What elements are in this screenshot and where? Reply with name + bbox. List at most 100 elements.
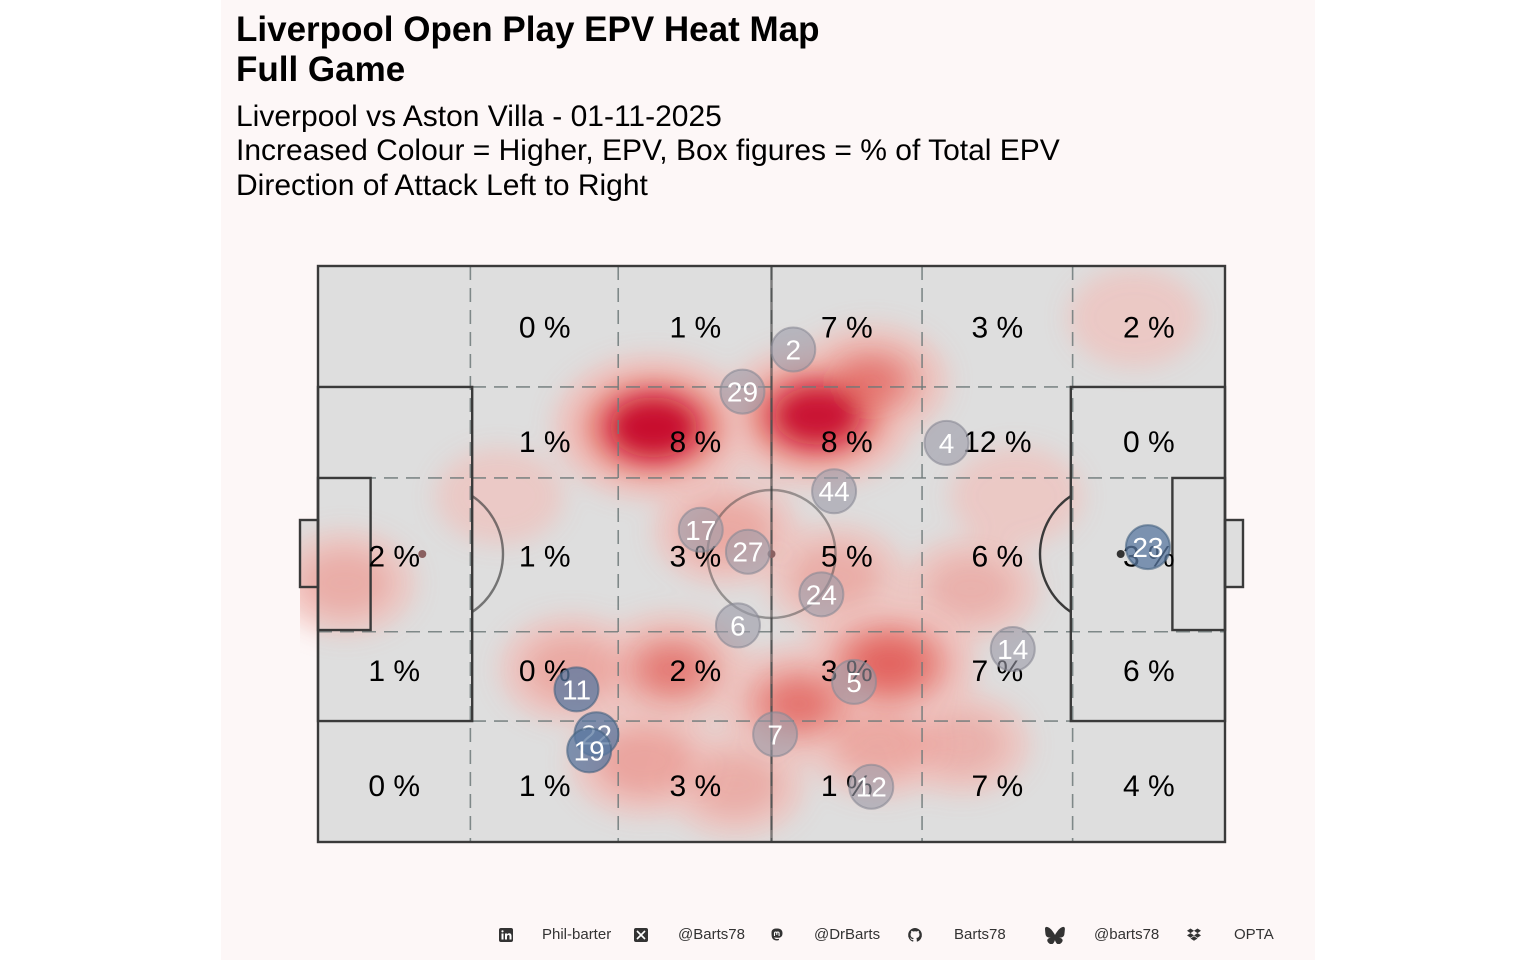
chart-title: Liverpool Open Play EPV Heat Map: [236, 10, 820, 49]
x-handle[interactable]: @Barts78: [678, 926, 745, 943]
density-mid-blob: [596, 727, 693, 796]
zone-percent-label: 3 %: [971, 311, 1023, 344]
right-goal-surface: [1225, 520, 1243, 587]
zone-percent-label: 2 %: [1123, 311, 1175, 344]
density-mid-blob: [929, 558, 1014, 619]
zone-percent-label: 12 %: [963, 426, 1031, 459]
zone-percent-label: 7 %: [821, 311, 873, 344]
player-number: 5: [846, 667, 862, 698]
player-marker: 17: [677, 506, 724, 553]
player-number: 44: [819, 476, 850, 507]
player-circle: [989, 626, 1036, 673]
player-number: 23: [1132, 532, 1163, 563]
player-circle: [831, 658, 878, 705]
zone-percent-label: 1 %: [519, 426, 571, 459]
zone-percent-label: 1 %: [519, 541, 571, 574]
zone-percent-label: 6 %: [1123, 655, 1175, 688]
chart-subtitle-legend-note: Increased Colour = Higher, EPV, Box figu…: [236, 134, 1060, 167]
density-mid-blob: [301, 551, 390, 614]
player-marker: 14: [989, 626, 1036, 673]
zone-percent-label: 4 %: [1123, 770, 1175, 803]
player-number: 19: [574, 735, 605, 766]
player-marker: 23: [1124, 524, 1171, 571]
pitch-markings: [298, 264, 1245, 844]
player-circle: [724, 528, 771, 575]
player-marker: 7: [752, 711, 799, 758]
player-circle: [1124, 524, 1171, 571]
player-circle: [752, 711, 799, 758]
bluesky-handle[interactable]: @barts78: [1094, 926, 1160, 943]
density-mid-blob: [691, 753, 780, 816]
player-number: 29: [727, 377, 758, 408]
zone-percent-label: 8 %: [669, 426, 721, 459]
zone-percent-labels: 0 % 1 % 7 % 3 % 2 % 1 % 8 % 8 % 12 % 0 % 2 % 1 % 3 %…: [368, 311, 1174, 802]
zone-percent-label: 0 %: [1123, 426, 1175, 459]
player-circle: [714, 602, 761, 649]
player-marker: 29: [719, 368, 766, 415]
zone-percent-label: 0 %: [368, 770, 420, 803]
left-penalty-spot: [418, 550, 427, 558]
player-marker: 6: [714, 602, 761, 649]
right-penalty-spot: [1116, 550, 1125, 558]
mastodon-icon[interactable]: [769, 927, 785, 943]
zone-percent-label: 2 %: [669, 655, 721, 688]
player-number: 2: [785, 335, 801, 366]
player-number: 7: [767, 719, 783, 750]
zone-percent-label: 2 %: [368, 541, 420, 574]
player-marker: 12: [848, 763, 895, 810]
player-marker: 2: [770, 326, 817, 373]
left-goal: [298, 518, 320, 589]
player-number: 17: [685, 515, 716, 546]
chart-subtitle-match: Liverpool vs Aston Villa - 01-11-2025: [236, 100, 722, 133]
left-penalty-arc: [471, 495, 505, 613]
right-penalty-arc: [1038, 495, 1072, 613]
linkedin-icon[interactable]: [498, 927, 514, 943]
centre-circle: [706, 488, 837, 620]
density-base-blob: [1068, 268, 1201, 368]
right-goal: [1223, 518, 1245, 589]
zone-percent-label: 6 %: [971, 541, 1023, 574]
footer-credits: Phil-barter @Barts78 @DrBarts Barts78 @b…: [490, 922, 1290, 948]
mastodon-handle[interactable]: @DrBarts: [814, 926, 881, 943]
player-number: 14: [997, 634, 1028, 665]
zone-percent-label: 0 %: [519, 311, 571, 344]
player-circle: [770, 326, 817, 373]
player-marker: 4: [923, 419, 970, 466]
player-number: 6: [730, 610, 746, 641]
zone-percent-label: 1 %: [669, 311, 721, 344]
github-icon[interactable]: [907, 927, 923, 943]
player-circle: [566, 727, 613, 774]
density-high-blob: [774, 386, 860, 445]
player-positions: 229444172724614571211221923: [553, 326, 1171, 810]
density-high-blob: [609, 397, 698, 458]
player-circle: [923, 419, 970, 466]
player-circle: [553, 666, 600, 713]
player-marker: 11: [553, 666, 600, 713]
density-high-blob: [842, 361, 901, 402]
player-marker: 44: [811, 468, 858, 515]
density-base-blob: [950, 446, 1083, 546]
player-marker: 27: [724, 528, 771, 575]
zone-percent-label: 1 %: [368, 655, 420, 688]
density-mid-blob: [834, 711, 927, 777]
player-circle: [811, 468, 858, 515]
player-number: 11: [562, 674, 591, 705]
player-circle: [798, 571, 845, 618]
player-number: 4: [939, 428, 955, 459]
github-handle[interactable]: Barts78: [954, 926, 1006, 943]
x-icon[interactable]: [633, 927, 649, 943]
linkedin-handle[interactable]: Phil-barter: [542, 926, 612, 943]
player-number: 12: [856, 772, 887, 803]
zone-percent-label: 8 %: [821, 426, 873, 459]
zone-percent-label: 1 %: [519, 770, 571, 803]
data-source: OPTA: [1234, 926, 1274, 943]
player-circle: [677, 506, 724, 553]
player-number: 24: [806, 579, 837, 610]
chart-title-period: Full Game: [236, 50, 406, 89]
bluesky-icon[interactable]: [1045, 926, 1065, 944]
density-base-blob: [435, 448, 564, 545]
zone-percent-label: 7 %: [971, 770, 1023, 803]
dropbox-icon[interactable]: [1186, 927, 1202, 943]
density-mid-blob: [919, 714, 1004, 774]
